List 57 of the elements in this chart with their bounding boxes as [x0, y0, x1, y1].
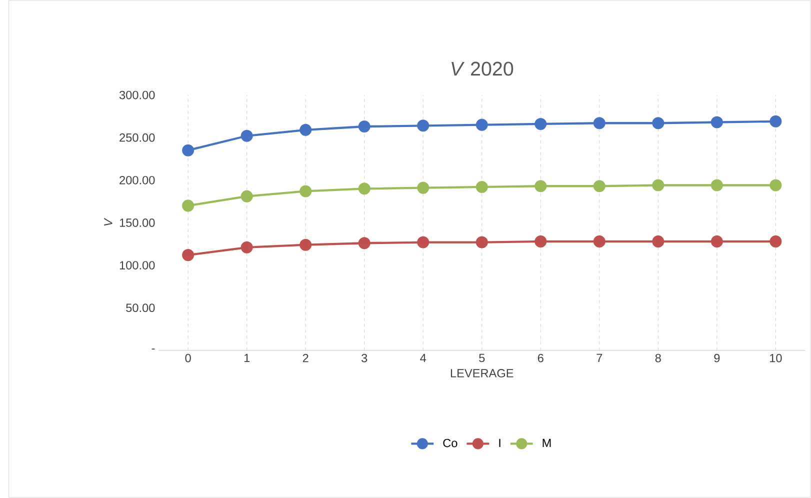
- point: [593, 180, 606, 192]
- point: [300, 185, 312, 198]
- point: [417, 182, 430, 194]
- x-tick-label: 3: [362, 354, 368, 362]
- point: [358, 237, 370, 250]
- point: [534, 118, 547, 130]
- point: [710, 235, 723, 248]
- point: [710, 116, 723, 128]
- point: [593, 117, 606, 130]
- x-axis-title: LEVERAGE: [450, 369, 514, 378]
- x-tick-label: 0: [185, 354, 191, 362]
- point: [240, 130, 253, 142]
- point: [770, 179, 782, 192]
- point: [182, 144, 194, 156]
- x-tick-label: 4: [420, 354, 426, 362]
- legend-label: Co: [443, 438, 458, 448]
- y-tick-label: 250.00: [120, 133, 155, 142]
- point: [300, 124, 312, 136]
- y-tick-label: 100.00: [120, 261, 155, 270]
- point: [770, 235, 782, 248]
- point: [534, 180, 547, 192]
- y-tick-label: 200.00: [120, 176, 155, 184]
- point: [770, 115, 782, 128]
- point: [476, 180, 488, 194]
- point: [652, 117, 664, 130]
- x-tick-label: 1: [244, 354, 250, 362]
- point: [300, 238, 312, 251]
- point: [534, 235, 547, 248]
- legend-label: M: [542, 438, 551, 448]
- point: [358, 182, 370, 195]
- point: [476, 236, 488, 248]
- point: [652, 179, 664, 192]
- point: [710, 179, 723, 192]
- point: [182, 249, 194, 262]
- x-tick-label: 7: [596, 354, 602, 362]
- y-tick-label: 50.00: [126, 304, 155, 312]
- point: [182, 200, 194, 212]
- x-tick-label: 9: [714, 354, 720, 362]
- point: [358, 120, 370, 133]
- y-axis-title: V: [104, 218, 112, 226]
- legend-label: I: [499, 438, 500, 448]
- y-tick-label: 150.00: [120, 218, 155, 227]
- y-tick-label: -: [152, 348, 155, 350]
- point: [476, 118, 488, 131]
- point: [417, 236, 430, 248]
- x-tick-label: 10: [770, 354, 782, 362]
- point: [652, 235, 664, 248]
- y-tick-label: 300.00: [119, 90, 155, 100]
- x-tick-label: 8: [655, 354, 661, 362]
- chart-title: V 2020: [452, 62, 514, 76]
- point: [593, 235, 606, 248]
- x-tick-label: 2: [302, 354, 308, 362]
- point: [417, 120, 430, 132]
- point: [240, 190, 253, 202]
- x-tick-label: 5: [479, 354, 485, 362]
- x-tick-label: 6: [538, 354, 544, 362]
- point: [240, 241, 253, 254]
